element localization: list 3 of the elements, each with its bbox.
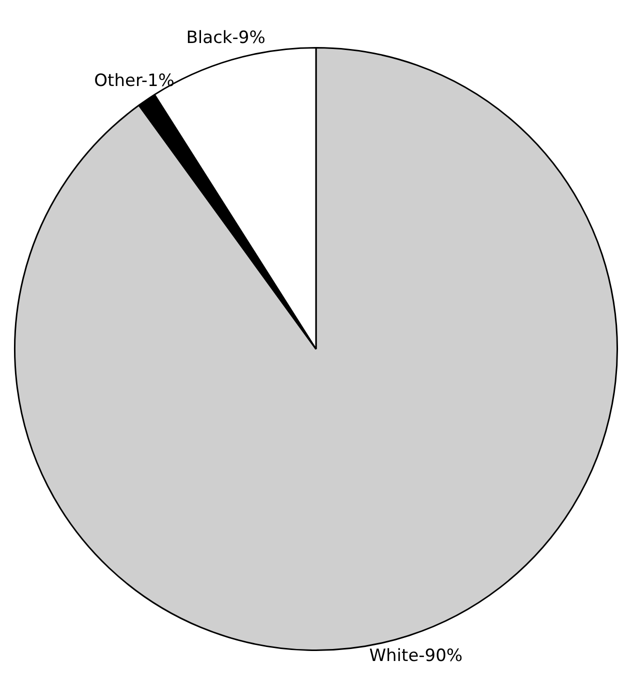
slice-label: Black-9% xyxy=(186,28,266,48)
slice-label: White-90% xyxy=(369,646,463,666)
slice-label: Other-1% xyxy=(94,71,174,92)
